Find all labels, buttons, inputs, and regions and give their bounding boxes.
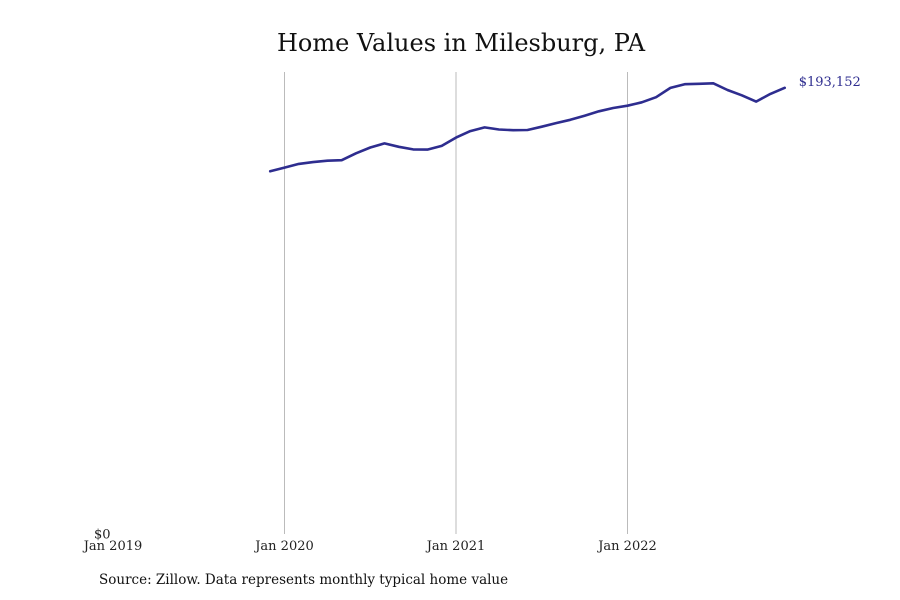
gridlines: [284, 72, 628, 534]
last-value-label: $193,152: [799, 75, 861, 90]
y-axis-tick-labels: $0: [94, 528, 111, 543]
source-note: Source: Zillow. Data represents monthly …: [99, 572, 509, 588]
x-tick-label: Jan 2021: [425, 539, 486, 554]
x-tick-label: Jan 2020: [253, 539, 314, 554]
x-axis-tick-labels: Jan 2019 Jan 2020 Jan 2021 Jan 2022: [82, 539, 657, 554]
series-line-home-value: [268, 82, 786, 173]
x-tick-label: Jan 2022: [596, 539, 657, 554]
x-tick-label: Jan 2019: [82, 539, 143, 554]
y-tick-label: $0: [94, 528, 111, 543]
chart-title: Home Values in Milesburg, PA: [277, 29, 646, 57]
